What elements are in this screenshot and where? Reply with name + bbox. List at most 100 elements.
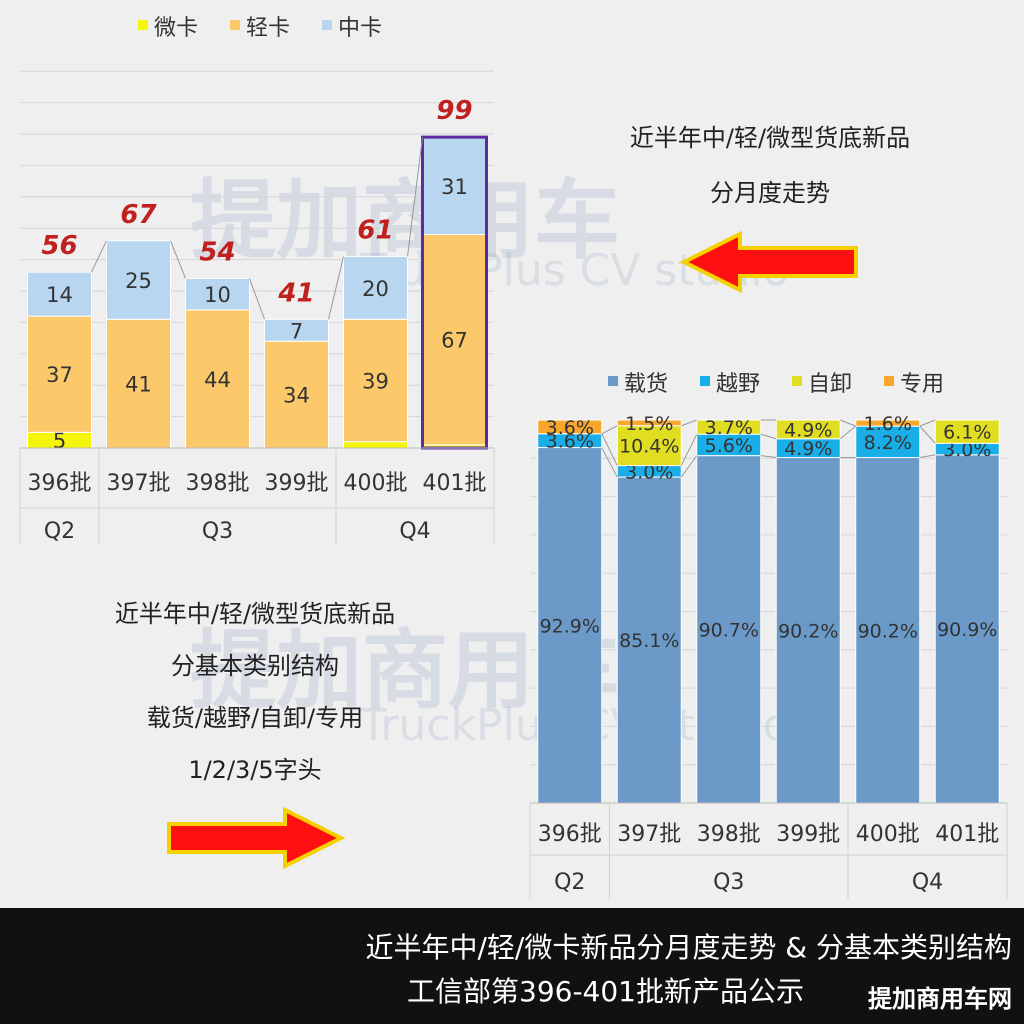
total-label: 54 [199,237,235,267]
connector-line [407,137,423,257]
x-tick-label: 401批 [423,471,487,496]
footer-subtitle: 工信部第396-401批新产品公示 [407,975,804,1008]
bar-segment [616,476,682,804]
legend-swatch-1 [230,20,240,30]
footer-banner: 近半年中/轻/微卡新品分月度走势 & 分基本类别结构 工信部第396-401批新… [0,908,1024,1024]
connector-line [249,278,265,320]
legend-label-0: 微卡 [154,16,198,41]
total-label: 99 [436,96,472,126]
caption-bottom-left-line2: 分基本类别结构 [171,652,339,680]
legend-swatch-2 [792,376,802,386]
bar-segment [934,419,1000,444]
data-label: 5.6% [705,435,753,457]
connector-line [919,425,936,444]
legend-swatch-0 [138,20,148,30]
data-label: 3.7% [705,417,753,439]
data-label: 4.9% [784,438,832,460]
bar-segment [537,447,603,804]
bar-segment [775,419,841,440]
legend-swatch-0 [608,376,618,386]
data-label: 3.0% [943,439,991,461]
caption-bottom-left: 近半年中/轻/微型货底新品 分基本类别结构 载货/越野/自卸/专用 1/2/3/… [40,598,470,806]
arrow-right-icon [167,806,345,870]
data-label: 10 [204,283,231,307]
bar-segment [27,271,92,317]
bar-segment [537,419,603,435]
data-label: 41 [125,373,152,397]
data-label: 44 [204,368,231,392]
total-label: 56 [41,231,77,261]
bar-segment [343,318,408,443]
group-label: Q4 [912,870,943,895]
bar-segment [185,309,250,449]
connector-line [680,455,698,478]
connector-line [680,433,698,466]
x-tick-label: 397批 [617,822,681,847]
data-label: 3.0% [625,461,673,483]
x-tick-label: 399批 [776,822,840,847]
bar-segment [185,277,250,311]
connector-line [170,240,186,279]
caption-bottom-left-line1: 近半年中/轻/微型货底新品 [114,600,396,628]
connector-line [601,447,618,478]
bar-segment [696,419,762,435]
total-label: 67 [120,200,157,230]
connector-line [601,433,618,466]
bar-segment [27,315,92,433]
data-label: 6.1% [943,422,991,444]
data-label: 90.9% [937,619,997,641]
data-label: 67 [441,329,468,353]
data-label: 8.2% [864,432,912,454]
bar-segment [422,233,487,446]
x-tick-label: 400批 [856,822,920,847]
bar-segment [696,455,762,804]
legend-swatch-1 [700,376,710,386]
total-label: 41 [277,278,314,308]
data-label: 1.5% [625,413,673,435]
x-tick-label: 398批 [697,822,761,847]
bar-segment [616,419,682,427]
data-label: 5 [53,429,66,453]
legend-label-3: 专用 [900,372,944,397]
bar-segment [422,136,487,235]
bar-segment [343,255,408,320]
legend-label-0: 载货 [624,372,668,397]
data-label: 3.6% [546,431,594,453]
data-label: 92.9% [540,615,600,637]
connector-line [919,454,936,459]
data-label: 20 [362,277,389,301]
data-label: 39 [362,369,389,393]
data-label: 4.9% [784,419,832,441]
group-label: Q2 [44,519,75,544]
caption-top-right-line2: 分月度走势 [710,179,830,207]
x-tick-label: 398批 [186,471,250,496]
data-label: 7 [290,319,303,343]
bar-segment [106,318,171,449]
connector-line [919,419,936,427]
data-label: 90.7% [699,619,759,641]
legend-label-1: 越野 [716,372,760,397]
bar-segment [855,419,921,427]
connector-line [328,256,344,320]
data-label: 90.2% [778,620,838,642]
x-tick-label: 401批 [935,822,999,847]
connector-line [760,433,777,440]
legend-swatch-3 [884,376,894,386]
x-tick-label: 400批 [344,471,408,496]
data-label: 3.6% [546,417,594,439]
data-label: 90.2% [858,620,918,642]
footer-brand-logo: 提加商用车网 [868,985,1012,1013]
bar-segment [616,425,682,467]
x-tick-label: 396批 [28,471,92,496]
legend-label-2: 自卸 [808,372,852,397]
caption-bottom-left-line3: 载货/越野/自卸/专用 [146,704,364,732]
legend-label-2: 中卡 [338,16,382,41]
data-label: 31 [441,175,468,199]
group-label: Q4 [399,519,430,544]
caption-bottom-left-line4: 1/2/3/5字头 [188,756,322,784]
arrow-left-icon [680,230,858,294]
data-label: 85.1% [619,630,679,652]
truck-category-percent-bar-chart: 载货 越野 自卸 专用 92.9% 3.6%3.6% 85.1% 3.0% 10.4%1.5% 9… [529,372,1008,899]
connector-line [839,425,857,440]
